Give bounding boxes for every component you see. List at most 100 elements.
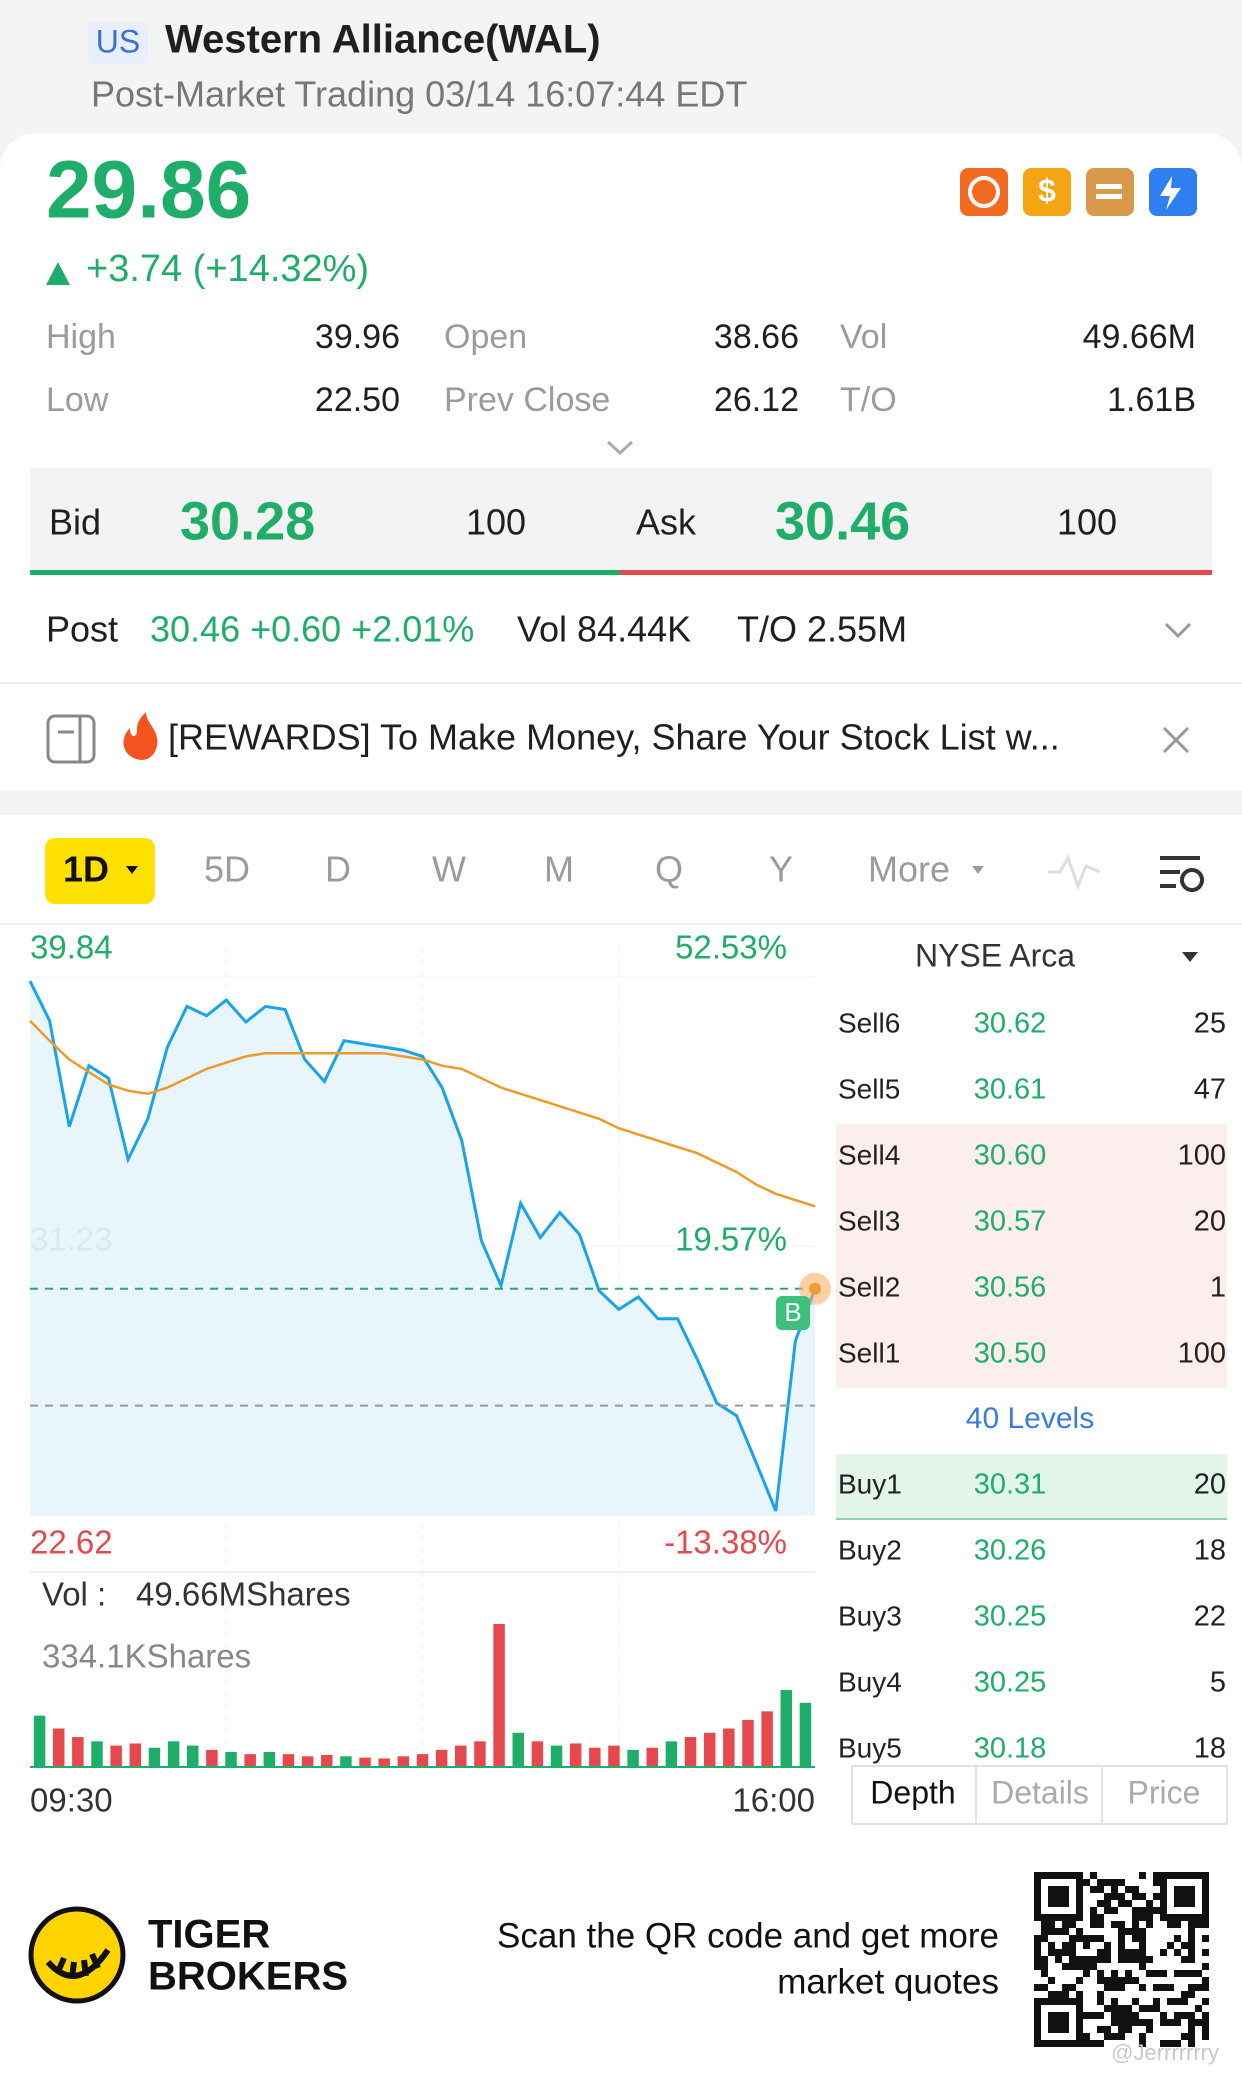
qr-module [1139,1935,1146,1942]
qr-module [1097,1998,1104,2005]
qr-module [1118,2019,1125,2026]
qr-module [1202,1977,1209,1984]
qr-module [1160,1970,1167,1977]
tab-selected[interactable] [45,838,155,904]
qr-module [1202,2033,1209,2040]
book-tab[interactable]: Depth [870,1774,955,1810]
level-price: 30.61 [974,1074,1047,1106]
level-price: 30.25 [974,1667,1047,1699]
period-tab[interactable]: 1D [63,849,109,890]
level-price: 30.18 [974,1733,1047,1765]
qr-module [1097,1886,1104,1893]
qr-module [1090,1907,1097,1914]
volume-bar [435,1749,448,1767]
qr-module [1167,1942,1174,1949]
level-name: Sell2 [838,1271,900,1302]
qr-module [1153,1893,1160,1900]
post-chevron[interactable] [1164,622,1192,639]
period-tab[interactable]: 5D [204,849,250,890]
qr-module [1181,1956,1188,1963]
qr-module [1111,1984,1118,1991]
level-price: 30.60 [974,1140,1047,1172]
volume-bar [91,1741,103,1767]
qr-module [1132,1949,1139,1956]
stat-label: Vol [840,318,887,356]
icon[interactable] [1023,168,1071,216]
cta-line: Scan the QR code and get more [497,1916,999,1955]
qr-module [1146,1970,1153,1977]
qr-module [1111,1879,1118,1886]
period-tab[interactable]: Y [769,849,793,890]
ask-highlight [836,1124,1227,1388]
qr-module [1188,2040,1195,2047]
logo-circle [28,1906,126,2004]
qr-module [1146,1900,1153,1907]
indicator-icon[interactable] [1048,854,1101,891]
qr-module [1083,2033,1090,2040]
qr-module [1062,1942,1069,1949]
qr-finder-core [1174,1886,1195,1907]
qr-module [1062,1963,1069,1970]
period-tab[interactable]: More [868,849,950,890]
qr-module [1153,2005,1160,2012]
book-tab[interactable]: Details [991,1774,1089,1810]
qr-module [1188,2019,1195,2026]
section-gap [0,791,1242,815]
volume-bar [167,1741,180,1767]
y-tick-label: 22.62 [30,1524,113,1561]
period-tab[interactable]: W [432,849,466,890]
volume-bar [474,1741,486,1767]
expand-chevron[interactable] [606,440,634,456]
qr-module [1153,1879,1160,1886]
qr-module [1125,1970,1132,1977]
level-size: 1 [1210,1272,1226,1304]
qr-module [1188,1935,1195,1942]
qr-module [1111,1886,1118,1893]
qr-module [1139,1914,1146,1921]
volume-bar [416,1754,429,1767]
volume-bar [761,1711,773,1767]
qr-module [1118,1949,1125,1956]
qr-module [1188,1928,1195,1935]
qr-module [1202,1921,1209,1928]
qr-module [1041,1963,1048,1970]
qr-module [1118,2033,1125,2040]
qr-module [1160,2040,1167,2047]
qr-module [1174,2019,1181,2026]
period-tab[interactable]: Q [655,849,683,890]
qr-module [1181,1998,1188,2005]
volume-bar [780,1689,793,1767]
qr-module [1118,1893,1125,1900]
icon[interactable] [960,168,1008,216]
settings-icon[interactable] [1160,856,1204,892]
banner[interactable]: [REWARDS] To Make Money, Share Your Stoc… [46,712,1190,764]
qr-module [1132,1935,1139,1942]
qr-module [1111,2005,1118,2012]
qr-module [1090,1921,1097,1928]
qr-module [1118,1928,1125,1935]
qr-module [1160,2019,1167,2026]
qr-module [1076,1991,1083,1998]
exchange: NYSE Arca [915,937,1075,973]
post-quote: 30.46 +0.60 +2.01% [150,609,474,650]
book-tab[interactable]: Price [1128,1774,1201,1810]
qr-module [1090,1886,1097,1893]
qr-module [1118,1935,1125,1942]
levels-link[interactable]: 40 Levels [966,1402,1094,1435]
period-tab[interactable]: M [544,849,574,890]
qr-module [1195,2019,1202,2026]
volume-bar [703,1732,716,1767]
qr-module [1146,2026,1153,2033]
icon[interactable] [1086,168,1134,216]
icon-glyph [1160,176,1181,210]
qr-finder [1160,1872,1209,1921]
level-name: Sell5 [838,1073,900,1104]
period-tab[interactable]: D [325,849,351,890]
qr-module [1062,1921,1069,1928]
intraday-chart: 39.8431.2322.6252.53%19.57%-13.38%B334.1… [28,929,831,1819]
level-name: Buy1 [838,1468,902,1499]
level-size: 20 [1194,1469,1226,1501]
qr-module [1034,1949,1041,1956]
qr-module [1125,1928,1132,1935]
banner-close[interactable] [1162,726,1190,754]
